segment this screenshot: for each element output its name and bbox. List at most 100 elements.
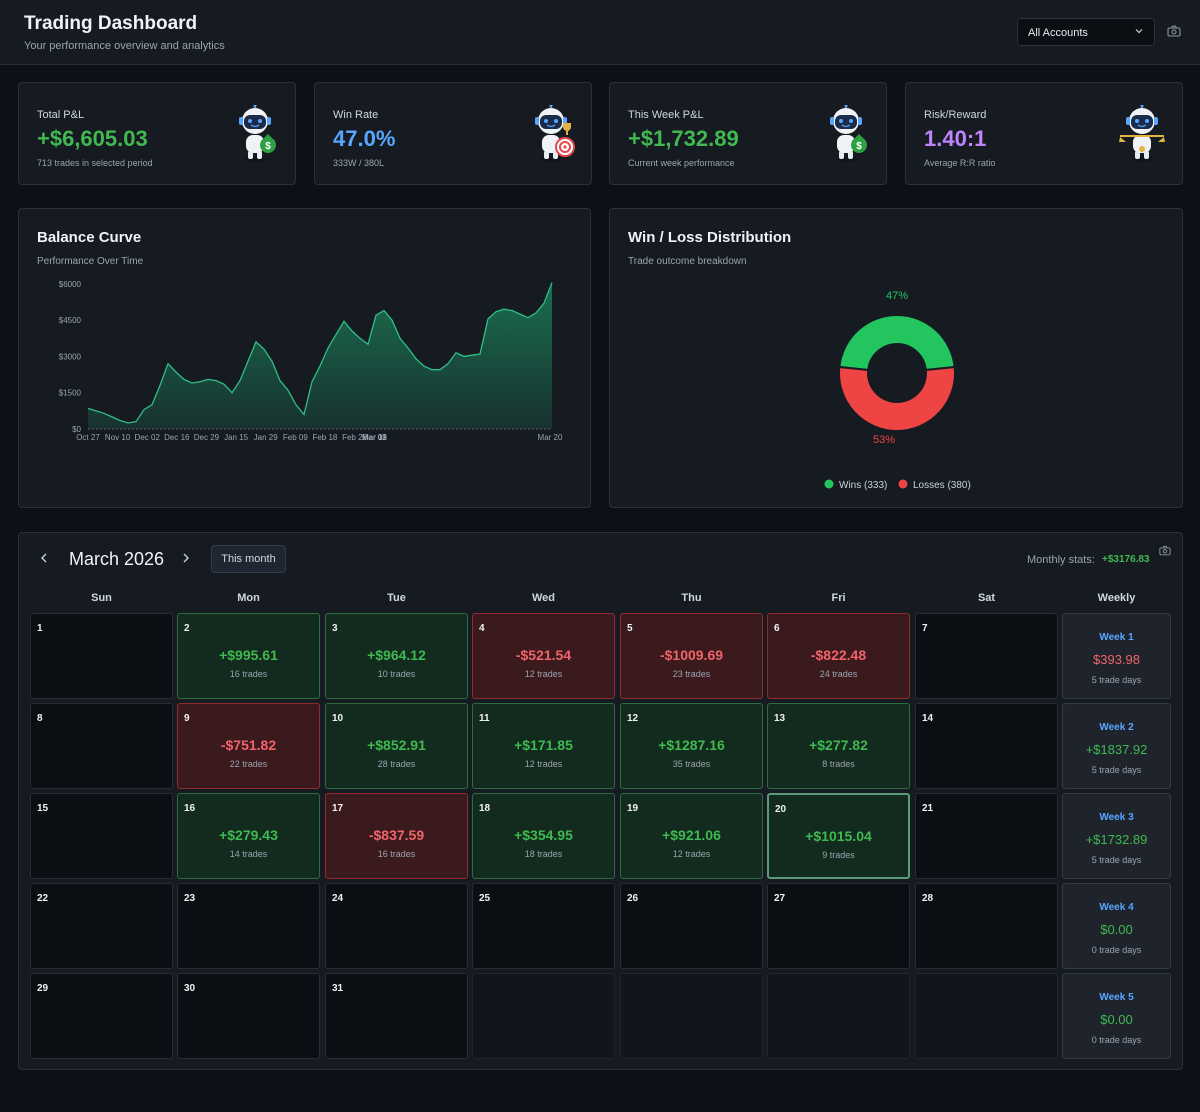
day-pnl: -$1009.69 bbox=[659, 647, 724, 663]
stat-label: Win Rate bbox=[333, 109, 379, 121]
week-summary: Week 2 +$1837.92 5 trade days bbox=[1062, 703, 1171, 789]
x-tick-label: Mar 05 bbox=[362, 433, 387, 442]
calendar-day[interactable]: 20 +$1015.04 9 trades bbox=[767, 793, 910, 879]
week-trade-days: 0 trade days bbox=[1091, 945, 1142, 955]
day-number: 23 bbox=[184, 893, 196, 904]
day-trade-count: 14 trades bbox=[229, 849, 268, 859]
calendar-day[interactable]: 29 bbox=[30, 973, 173, 1059]
calendar-day[interactable]: 8 bbox=[30, 703, 173, 789]
calendar-day[interactable]: 26 bbox=[620, 883, 763, 969]
day-number: 22 bbox=[37, 893, 49, 904]
day-trade-count: 10 trades bbox=[377, 669, 416, 679]
calendar-day[interactable]: 3 +$964.12 10 trades bbox=[325, 613, 468, 699]
account-select-value: All Accounts bbox=[1028, 27, 1088, 39]
week-summary: Week 3 +$1732.89 5 trade days bbox=[1062, 793, 1171, 879]
calendar-day[interactable]: 19 +$921.06 12 trades bbox=[620, 793, 763, 879]
day-number: 12 bbox=[627, 713, 639, 724]
week-pnl: $393.98 bbox=[1093, 652, 1140, 667]
x-tick-label: Oct 27 bbox=[76, 433, 100, 442]
camera-icon[interactable] bbox=[1159, 545, 1171, 556]
stat-description: 333W / 380L bbox=[333, 158, 385, 168]
win-loss-donut-chart: 47% 53% Wins (333) Losses (380) bbox=[824, 290, 971, 491]
calendar-day[interactable]: 30 bbox=[177, 973, 320, 1059]
day-trade-count: 16 trades bbox=[229, 669, 268, 679]
calendar-day[interactable]: 22 bbox=[30, 883, 173, 969]
day-trade-count: 9 trades bbox=[822, 850, 855, 860]
svg-text:$: $ bbox=[856, 141, 862, 152]
legend-label[interactable]: Wins (333) bbox=[839, 480, 887, 491]
day-number: 8 bbox=[37, 713, 43, 724]
account-select[interactable]: All Accounts bbox=[1017, 18, 1155, 46]
calendar-day[interactable]: 7 bbox=[915, 613, 1058, 699]
calendar-day[interactable]: 17 -$837.59 16 trades bbox=[325, 793, 468, 879]
weekday-header: Weekly bbox=[1097, 592, 1136, 604]
day-pnl: +$995.61 bbox=[219, 647, 278, 663]
chevron-down-icon bbox=[1135, 29, 1143, 34]
calendar-day[interactable]: 15 bbox=[30, 793, 173, 879]
day-pnl: +$171.85 bbox=[514, 737, 573, 753]
calendar-empty-cell bbox=[767, 973, 910, 1059]
week-label: Week 1 bbox=[1099, 632, 1134, 643]
calendar-day[interactable]: 4 -$521.54 12 trades bbox=[472, 613, 615, 699]
calendar-empty-cell bbox=[620, 973, 763, 1059]
calendar-day[interactable]: 1 bbox=[30, 613, 173, 699]
day-pnl: +$1015.04 bbox=[805, 828, 872, 844]
day-trade-count: 23 trades bbox=[672, 669, 711, 679]
x-tick-label: Mar 02 bbox=[362, 433, 387, 442]
calendar-day[interactable]: 25 bbox=[472, 883, 615, 969]
stat-card: Win Rate 47.0% 333W / 380L bbox=[314, 82, 592, 185]
day-number: 15 bbox=[37, 803, 49, 814]
y-tick-label: $0 bbox=[72, 425, 81, 434]
calendar-day[interactable]: 24 bbox=[325, 883, 468, 969]
next-month-button[interactable] bbox=[179, 551, 193, 565]
day-number: 20 bbox=[775, 804, 787, 815]
calendar-day[interactable]: 27 bbox=[767, 883, 910, 969]
day-number: 5 bbox=[627, 623, 633, 634]
day-number: 30 bbox=[184, 983, 196, 994]
week-label: Week 3 bbox=[1099, 812, 1134, 823]
weekday-header: Wed bbox=[531, 592, 556, 604]
calendar-day[interactable]: 31 bbox=[325, 973, 468, 1059]
calendar-day[interactable]: 2 +$995.61 16 trades bbox=[177, 613, 320, 699]
svg-text:$: $ bbox=[265, 141, 271, 152]
calendar-day[interactable]: 10 +$852.91 28 trades bbox=[325, 703, 468, 789]
this-month-button[interactable]: This month bbox=[211, 545, 286, 573]
day-pnl: -$837.59 bbox=[368, 827, 425, 843]
stat-label: Total P&L bbox=[37, 109, 85, 121]
prev-month-button[interactable] bbox=[37, 551, 51, 565]
day-trade-count: 35 trades bbox=[672, 759, 711, 769]
calendar-day[interactable]: 6 -$822.48 24 trades bbox=[767, 613, 910, 699]
day-pnl: +$279.43 bbox=[219, 827, 278, 843]
day-number: 13 bbox=[774, 713, 786, 724]
x-tick-label: Dec 02 bbox=[135, 433, 161, 442]
stat-card: This Week P&L +$1,732.89 Current week perf… bbox=[609, 82, 887, 185]
calendar-day[interactable]: 14 bbox=[915, 703, 1058, 789]
balance-area bbox=[88, 282, 552, 429]
stat-value: +$1,732.89 bbox=[628, 126, 739, 151]
calendar-day[interactable]: 11 +$171.85 12 trades bbox=[472, 703, 615, 789]
day-pnl: -$521.54 bbox=[515, 647, 572, 663]
win-loss-card: Win / Loss Distribution Trade outcome br… bbox=[609, 208, 1183, 508]
calendar-day[interactable]: 16 +$279.43 14 trades bbox=[177, 793, 320, 879]
calendar-day[interactable]: 18 +$354.95 18 trades bbox=[472, 793, 615, 879]
calendar-day[interactable]: 28 bbox=[915, 883, 1058, 969]
calendar-day[interactable]: 23 bbox=[177, 883, 320, 969]
week-label: Week 2 bbox=[1099, 722, 1134, 733]
calendar-day[interactable]: 13 +$277.82 8 trades bbox=[767, 703, 910, 789]
calendar-day[interactable]: 5 -$1009.69 23 trades bbox=[620, 613, 763, 699]
page-title: Trading Dashboard bbox=[24, 13, 198, 34]
legend-label[interactable]: Losses (380) bbox=[913, 480, 971, 491]
calendar-day[interactable]: 9 -$751.82 22 trades bbox=[177, 703, 320, 789]
losses-slice[interactable] bbox=[838, 365, 956, 432]
week-summary: Week 5 $0.00 0 trade days bbox=[1062, 973, 1171, 1059]
wins-slice[interactable] bbox=[838, 314, 956, 372]
stat-value: +$6,605.03 bbox=[37, 126, 148, 151]
day-number: 21 bbox=[922, 803, 934, 814]
calendar-day[interactable]: 12 +$1287.16 35 trades bbox=[620, 703, 763, 789]
camera-icon[interactable] bbox=[1167, 25, 1181, 37]
day-number: 6 bbox=[774, 623, 780, 634]
day-number: 10 bbox=[332, 713, 344, 724]
calendar-day[interactable]: 21 bbox=[915, 793, 1058, 879]
y-tick-label: $3000 bbox=[59, 352, 82, 361]
calendar-month-label: March 2026 bbox=[69, 549, 165, 569]
